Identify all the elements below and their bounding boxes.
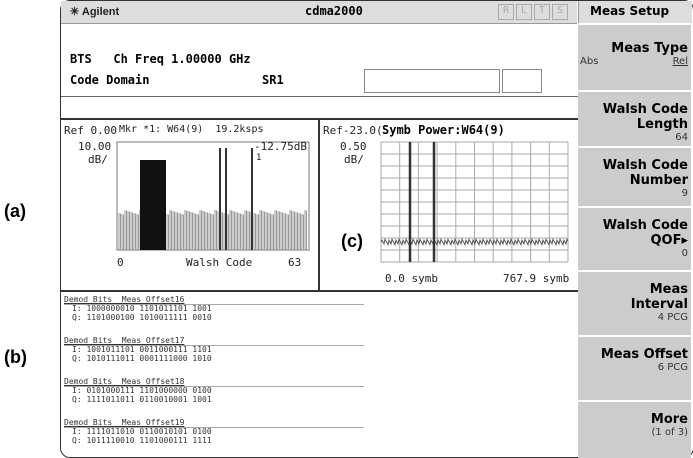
demod-bits: I: 1000000010 1101011101 1001 xyxy=(72,304,212,313)
softkey-value: 4 PCG xyxy=(657,312,688,323)
divider xyxy=(61,290,578,292)
rule xyxy=(64,386,364,387)
x-end: 63 xyxy=(288,256,302,269)
softkey-label: Walsh Code Number xyxy=(602,158,688,188)
marker-id: 1 xyxy=(256,153,262,163)
unit: dB/ xyxy=(88,153,108,166)
softkey-label: Meas Interval xyxy=(630,282,688,312)
rule xyxy=(64,427,364,428)
demod-bits: I: 1001011101 0011000111 1101 xyxy=(72,345,212,354)
indicator: L xyxy=(516,4,532,20)
x-label: Walsh Code xyxy=(186,256,253,269)
indicator: T xyxy=(534,4,550,20)
softkey[interactable]: Meas Type Abs Rel xyxy=(578,23,691,90)
bar xyxy=(140,160,166,250)
softkey-value: 9 xyxy=(681,188,688,199)
softkey[interactable]: Walsh Code QOF▸ 0 xyxy=(578,206,691,270)
rule xyxy=(64,345,364,346)
header-line: BTS Ch Freq 1.00000 GHz xyxy=(70,52,251,66)
softkey[interactable]: More (1 of 3) xyxy=(578,400,691,458)
scale: 0.50 xyxy=(340,140,367,153)
rate: SR1 xyxy=(262,73,284,87)
label: (b) xyxy=(4,347,27,367)
demod-bits: Q: 1111011011 0110010001 1001 xyxy=(72,395,212,404)
softkey-label: Walsh Code QOF▸ xyxy=(602,218,688,248)
softkey-value: 64 xyxy=(675,132,688,143)
label: (c) xyxy=(341,231,363,252)
x-start: 0 xyxy=(117,256,124,269)
divider xyxy=(318,118,320,290)
label: (a) xyxy=(4,201,26,221)
demod-bits: Q: 1101000100 1010011111 0010 xyxy=(72,313,212,322)
demod-bits: Q: 1011110010 1101000111 1111 xyxy=(72,436,212,445)
divider xyxy=(61,96,578,97)
input-box xyxy=(364,69,500,93)
demod-bits: I: 0101000111 1101000000 0100 xyxy=(72,386,212,395)
menu-title: Meas Setup xyxy=(590,4,670,18)
ref: Ref-23.0( xyxy=(323,124,383,137)
softkey[interactable]: Meas Offset 6 PCG xyxy=(578,335,691,400)
brand: ✳ Agilent xyxy=(70,6,120,18)
scale: 10.00 xyxy=(78,140,112,153)
brand-text: Agilent xyxy=(81,6,120,18)
softkey-label: Meas Type xyxy=(611,41,688,56)
rule xyxy=(64,304,364,305)
softkey-value: 0 xyxy=(681,248,688,259)
demod-title: Demod Bits Meas Offset16 xyxy=(64,295,185,304)
marker: Mkr *1: W64(9) 19.2ksps xyxy=(119,124,264,135)
header-line: Code Domain xyxy=(70,73,150,87)
indicator: S xyxy=(552,4,568,20)
softkey-options: Abs Rel xyxy=(578,56,688,67)
softkey-label: More xyxy=(650,412,688,427)
x-start: 0.0 symb xyxy=(385,272,438,285)
demod-bits: I: 1111011010 0110010101 0100 xyxy=(72,427,212,436)
marker-value: -12.75dB xyxy=(254,140,307,153)
trace xyxy=(380,237,569,247)
mode: cdma2000 xyxy=(305,4,363,18)
demod-title: Demod Bits Meas Offset17 xyxy=(64,336,185,345)
softkey[interactable]: Walsh Code Number 9 xyxy=(578,146,691,206)
ref: Ref 0.00 xyxy=(64,124,117,137)
input-box xyxy=(502,69,542,93)
softkey[interactable]: Meas Interval 4 PCG xyxy=(578,270,691,335)
demod-title: Demod Bits Meas Offset19 xyxy=(64,418,185,427)
demod-title: Demod Bits Meas Offset18 xyxy=(64,377,185,386)
option: Abs xyxy=(580,56,599,67)
plot-title: Symb Power:W64(9) xyxy=(382,123,505,137)
softkey-label: Walsh Code Length xyxy=(602,102,688,132)
top-bar xyxy=(61,1,577,24)
indicator: R xyxy=(498,4,514,20)
option: Rel xyxy=(672,56,688,67)
x-end: 767.9 symb xyxy=(503,272,570,285)
unit: dB/ xyxy=(344,153,364,166)
softkey[interactable]: Walsh Code Length 64 xyxy=(578,90,691,146)
menu-header xyxy=(578,1,692,23)
softkey-value: 6 PCG xyxy=(657,362,688,373)
demod-bits: Q: 1010111011 0001111000 1010 xyxy=(72,354,212,363)
softkey-value: (1 of 3) xyxy=(651,427,688,438)
softkey-label: Meas Offset xyxy=(600,347,688,362)
